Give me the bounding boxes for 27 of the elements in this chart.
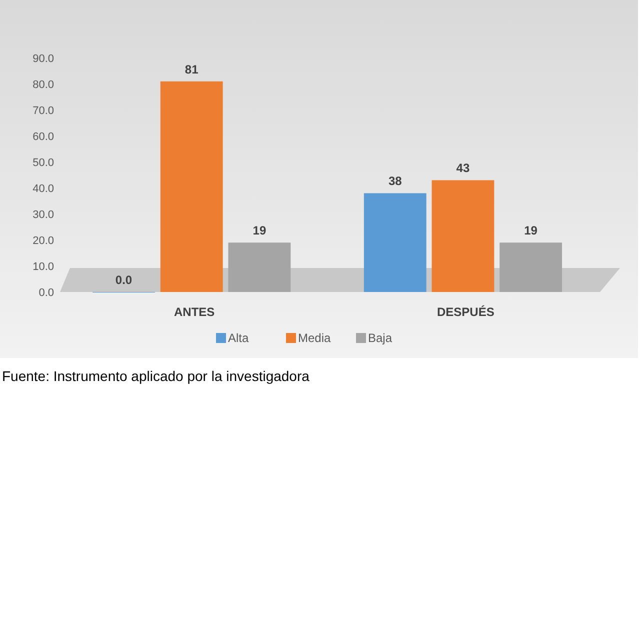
data-label: 38 — [388, 174, 402, 188]
data-label: 43 — [456, 161, 470, 176]
source-note: Fuente: Instrumento aplicado por la investigadora — [2, 368, 310, 384]
bar — [432, 180, 494, 292]
data-label: 19 — [524, 224, 538, 238]
data-label: 19 — [252, 224, 266, 238]
y-tick-label: 0.0 — [38, 286, 54, 299]
x-tick-label: ANTES — [174, 305, 215, 319]
legend-label: Baja — [368, 331, 392, 346]
y-tick-label: 50.0 — [32, 156, 54, 169]
bar — [364, 193, 426, 292]
legend-label: Alta — [228, 331, 250, 346]
y-tick-label: 20.0 — [32, 234, 54, 247]
bar — [160, 81, 223, 292]
y-tick-label: 10.0 — [32, 260, 54, 273]
data-label: 81 — [184, 62, 199, 76]
y-tick-label: 40.0 — [32, 182, 54, 195]
y-tick-label: 30.0 — [32, 208, 54, 221]
y-tick-label: 80.0 — [32, 78, 54, 91]
legend-label: Media — [298, 331, 332, 346]
x-tick-label: DESPUÉS — [437, 305, 494, 319]
data-label: 0.0 — [115, 273, 132, 287]
y-tick-label: 70.0 — [32, 104, 54, 117]
y-tick-label: 90.0 — [32, 52, 54, 65]
bar — [500, 242, 562, 292]
y-tick-label: 60.0 — [32, 130, 54, 143]
bar — [228, 242, 291, 292]
